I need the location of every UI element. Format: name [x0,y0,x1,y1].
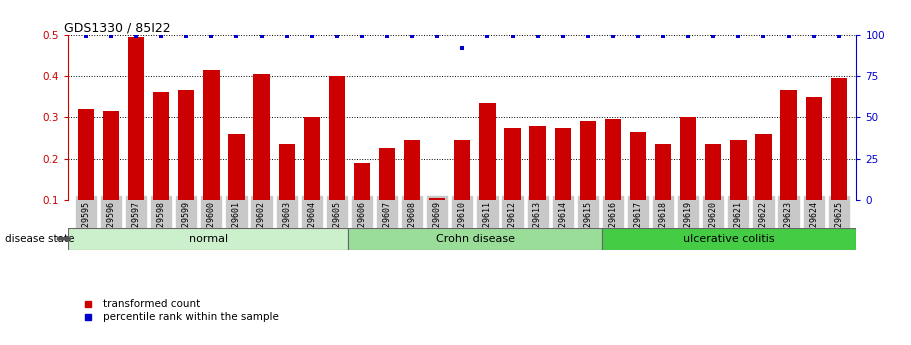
Bar [353,163,370,242]
Point [280,33,294,39]
Point [204,33,219,39]
Point [656,33,670,39]
Bar [103,111,119,241]
Point [304,33,319,39]
Bar [655,144,671,242]
Point [330,33,344,39]
Point [530,33,545,39]
Bar [404,140,420,242]
Point [506,33,520,39]
Bar [153,92,169,242]
Point [128,33,143,39]
Bar [253,74,270,242]
Point [630,33,645,39]
Point [404,33,419,39]
Point [756,33,771,39]
Bar [429,198,445,241]
Bar [455,140,470,242]
Bar [77,109,94,242]
Text: ulcerative colitis: ulcerative colitis [683,234,775,244]
Point [154,33,169,39]
Point [380,33,394,39]
Point [480,33,495,39]
Text: normal: normal [189,234,228,244]
Point [430,33,445,39]
Bar [348,228,602,250]
Point [806,33,821,39]
Bar [505,128,521,241]
Point [179,33,193,39]
Bar [479,103,496,242]
Point [354,33,369,39]
Bar [805,97,822,242]
Point [832,33,846,39]
Point [455,45,470,50]
Legend: transformed count, percentile rank within the sample: transformed count, percentile rank withi… [74,295,282,326]
Bar [781,90,797,242]
Bar [303,117,320,242]
Bar [203,70,220,241]
Bar [755,134,772,242]
Bar [68,228,348,250]
Bar [831,78,847,242]
Text: disease state: disease state [5,234,74,244]
Bar [329,76,345,242]
Point [580,33,595,39]
Bar [379,148,395,242]
Point [782,33,796,39]
Bar [605,119,621,242]
Bar [630,132,646,241]
Bar [179,90,194,242]
Bar [555,128,571,241]
Point [732,33,746,39]
Bar [579,121,596,242]
Bar [731,140,746,242]
Point [556,33,570,39]
Text: GDS1330 / 85I22: GDS1330 / 85I22 [65,21,171,34]
Bar [602,228,856,250]
Bar [128,37,144,241]
Point [681,33,695,39]
Text: Crohn disease: Crohn disease [435,234,515,244]
Bar [705,144,722,242]
Bar [229,134,245,242]
Point [606,33,620,39]
Point [78,33,93,39]
Point [230,33,244,39]
Bar [680,117,696,242]
Point [254,33,269,39]
Bar [279,144,295,242]
Point [104,33,118,39]
Point [706,33,721,39]
Bar [529,126,546,242]
